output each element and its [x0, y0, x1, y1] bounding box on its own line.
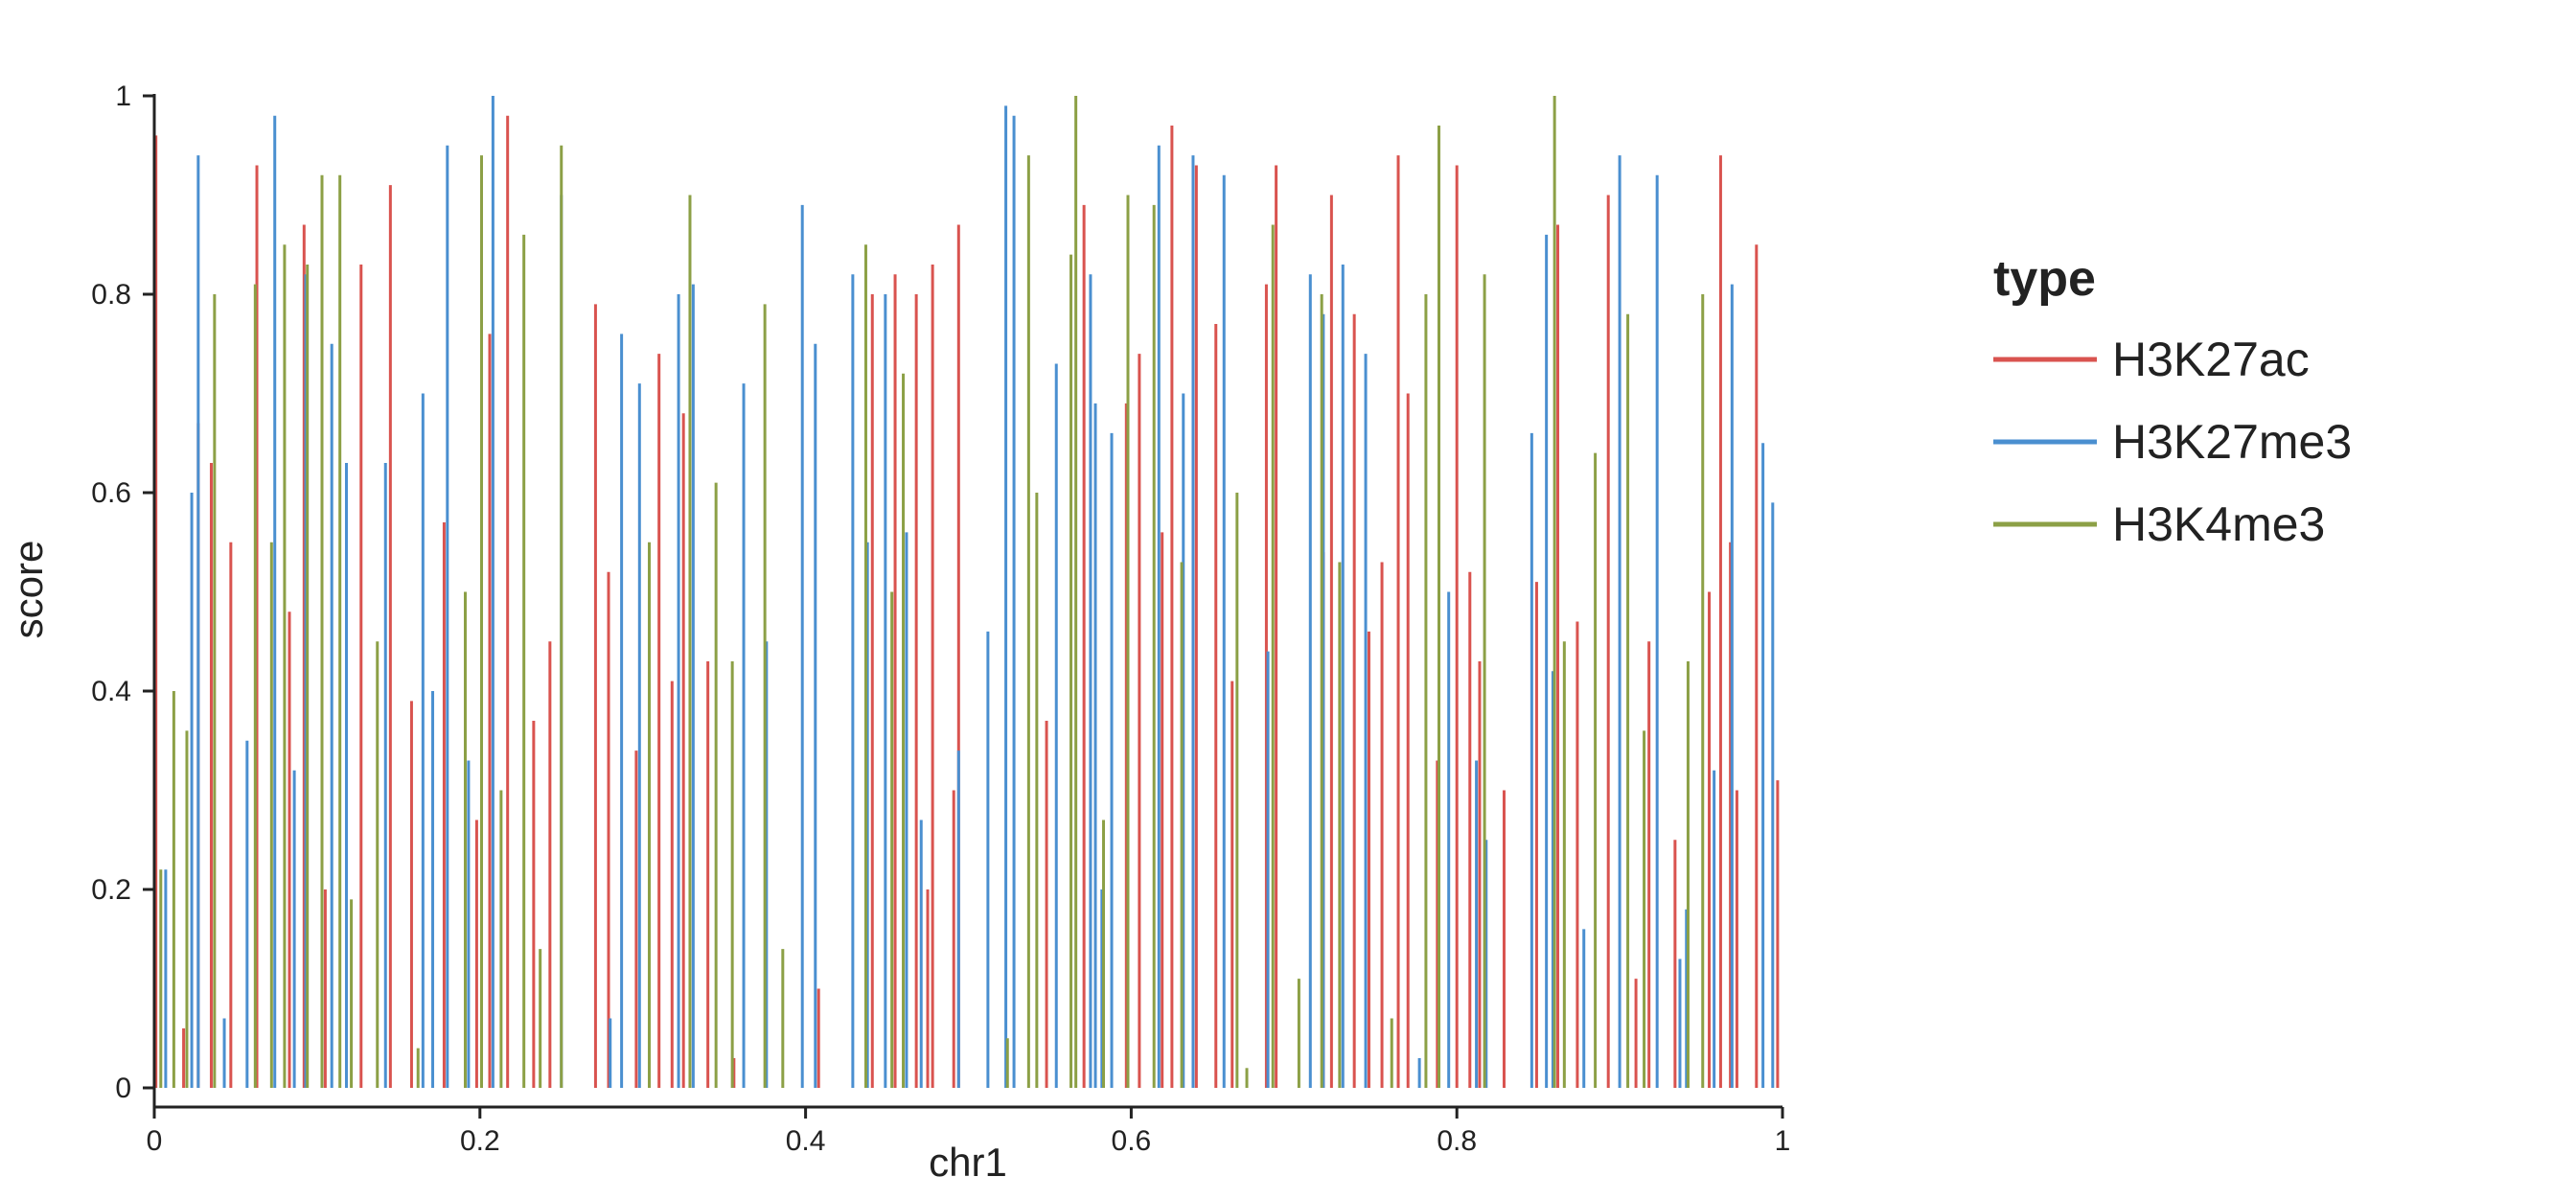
plot-area	[154, 96, 1780, 1088]
y-axis: 0 0.2 0.4 0.6 0.8 1	[91, 81, 156, 1107]
y-tick-label-0: 0	[115, 1073, 131, 1104]
y-tick-label-1: 0.2	[91, 874, 131, 906]
x-tick-label-2: 0.4	[786, 1125, 826, 1157]
y-tick-label-3: 0.6	[91, 477, 131, 509]
x-axis: 0 0.2 0.4 0.6 0.8 1	[147, 1105, 1791, 1157]
legend-item-h3k27me3: H3K27me3	[1993, 415, 2352, 469]
y-tick-label-4: 0.8	[91, 279, 131, 311]
legend-label-h3k27ac: H3K27ac	[2112, 333, 2310, 386]
y-tick-label-5: 1	[115, 81, 131, 112]
legend-item-h3k27ac: H3K27ac	[1993, 333, 2310, 386]
y-axis-title: score	[6, 541, 51, 639]
x-tick-label-0: 0	[147, 1125, 163, 1157]
x-axis-title: chr1	[929, 1140, 1007, 1177]
legend-item-h3k4me3: H3K4me3	[1993, 497, 2325, 551]
y-tick-label-2: 0.4	[91, 676, 131, 707]
legend: type H3K27ac H3K27me3 H3K4me3	[1993, 251, 2352, 551]
series-h3k27ac	[154, 115, 1780, 1088]
series-h3k27me3	[164, 96, 1775, 1088]
legend-label-h3k4me3: H3K4me3	[2112, 497, 2325, 551]
legend-title: type	[1993, 251, 2096, 307]
series-h3k4me3	[159, 96, 1705, 1088]
x-tick-label-5: 1	[1775, 1125, 1791, 1157]
x-tick-label-3: 0.6	[1112, 1125, 1152, 1157]
x-tick-label-1: 0.2	[460, 1125, 500, 1157]
x-tick-label-4: 0.8	[1437, 1125, 1477, 1157]
legend-label-h3k27me3: H3K27me3	[2112, 415, 2352, 469]
